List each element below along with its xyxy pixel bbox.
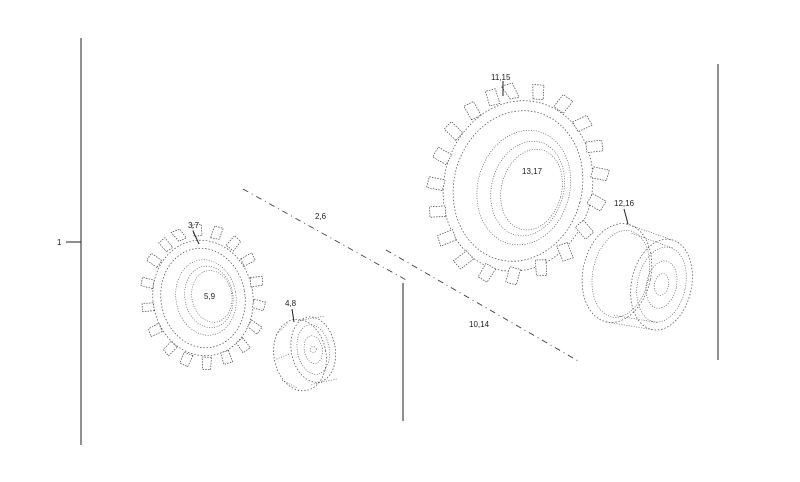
front-tire-lugs	[140, 223, 267, 371]
leader-front-rim	[291, 308, 295, 323]
leader-front-tire	[192, 230, 200, 245]
rear-rim	[581, 223, 693, 331]
callout-rear-rim: 12,16	[614, 199, 635, 208]
leader-rear-rim	[623, 208, 629, 225]
callout-front-rim: 4,8	[285, 299, 297, 308]
callout-rear-tire-top: 11,15	[491, 73, 511, 82]
divider-line-upper	[242, 188, 409, 282]
front-tire	[140, 223, 267, 371]
callout-divider: 2,6	[315, 212, 327, 221]
callout-front-tire-top: 3.7	[188, 221, 200, 230]
assembly-bracket	[66, 38, 82, 445]
rear-tire-lugs	[426, 82, 610, 286]
divider-line-lower	[385, 249, 581, 363]
front-rim	[273, 316, 337, 392]
callout-assembly: 1	[57, 238, 62, 247]
callout-rear-tire-center: 13,17	[522, 167, 543, 176]
callout-rear-divider: 10,14	[469, 320, 490, 329]
rear-tire	[426, 82, 610, 286]
callout-front-tire-center: 5,9	[204, 292, 216, 301]
